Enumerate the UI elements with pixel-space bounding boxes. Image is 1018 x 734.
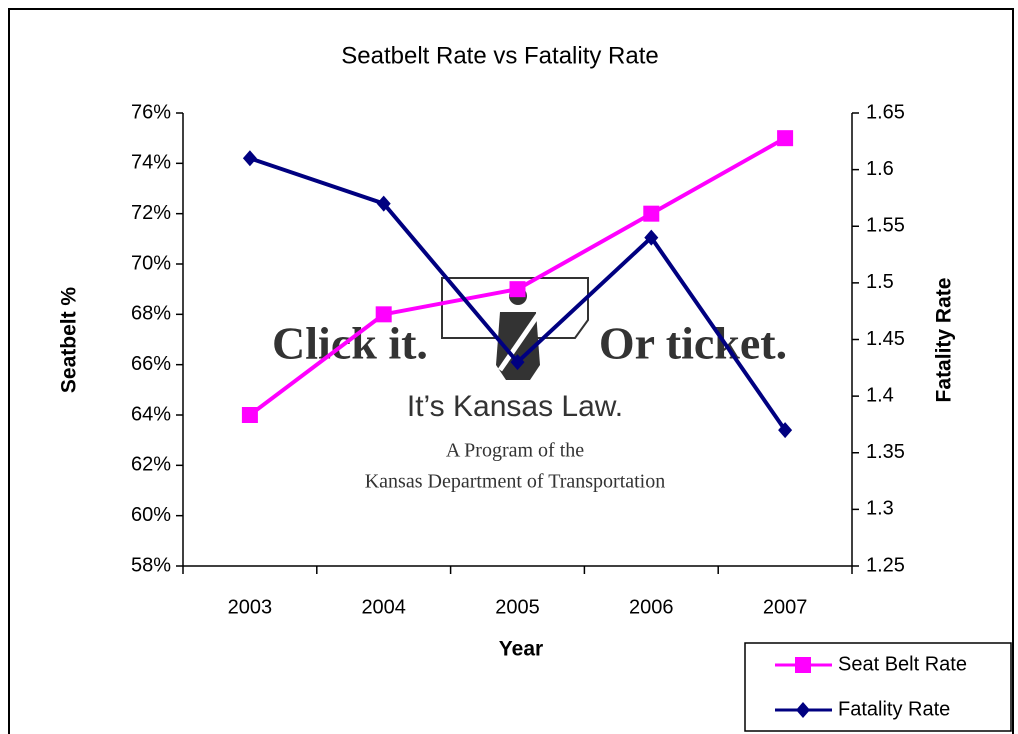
y2-tick-label: 1.5 [866, 271, 894, 293]
y2-tick-label: 1.35 [866, 441, 905, 463]
legend-marker [796, 702, 810, 718]
y-tick-label: 60% [131, 504, 171, 526]
y2-tick-label: 1.3 [866, 498, 894, 520]
watermark: Click it. Or ticket. It’s Kansas Law. A … [272, 277, 787, 493]
data-point [643, 205, 660, 222]
x-tick-label: 2004 [361, 596, 406, 618]
y-tick-label: 64% [131, 403, 171, 425]
y-tick-label: 70% [131, 252, 171, 274]
y-tick-label: 74% [131, 152, 171, 174]
x-tick-label: 2006 [629, 596, 674, 618]
x-tick-label: 2007 [763, 596, 808, 618]
data-point [778, 422, 793, 439]
data-point [241, 407, 258, 423]
y2-tick-label: 1.55 [866, 215, 905, 237]
data-point [242, 150, 257, 167]
y-tick-label: 62% [131, 454, 171, 476]
y2-tick-label: 1.25 [866, 554, 905, 576]
y2-tick-label: 1.4 [866, 384, 894, 406]
data-point [375, 306, 392, 323]
y-tick-label: 76% [131, 101, 171, 123]
y-tick-label: 58% [131, 554, 171, 576]
y2-tick-label: 1.65 [866, 101, 905, 123]
watermark-text: A Program of the [446, 440, 584, 462]
y-tick-label: 68% [131, 303, 171, 325]
x-tick-label: 2003 [228, 596, 273, 618]
y-tick-label: 72% [131, 202, 171, 224]
y2-axis-title: Fatality Rate [933, 278, 956, 403]
watermark-text: It’s Kansas Law. [407, 390, 623, 423]
watermark-text: Click it. [272, 318, 428, 369]
legend [744, 642, 1012, 732]
y-tick-label: 66% [131, 353, 171, 375]
data-point [510, 354, 525, 371]
watermark-text: Or ticket. [599, 318, 787, 369]
y2-tick-label: 1.45 [866, 328, 905, 350]
data-point [376, 195, 391, 212]
legend-label: Seat Belt Rate [838, 653, 967, 675]
chart-title: Seatbelt Rate vs Fatality Rate [341, 42, 658, 69]
kansas-outline [441, 277, 589, 339]
legend-label: Fatality Rate [838, 698, 950, 720]
data-point [644, 229, 659, 246]
x-tick-label: 2005 [495, 596, 540, 618]
y2-tick-label: 1.6 [866, 158, 894, 180]
x-axis-title: Year [499, 638, 543, 661]
legend-marker [795, 657, 811, 673]
data-point [509, 281, 526, 298]
y-axis-title: Seatbelt % [58, 287, 81, 394]
watermark-text: Kansas Department of Transportation [365, 471, 666, 493]
data-point [777, 130, 794, 147]
